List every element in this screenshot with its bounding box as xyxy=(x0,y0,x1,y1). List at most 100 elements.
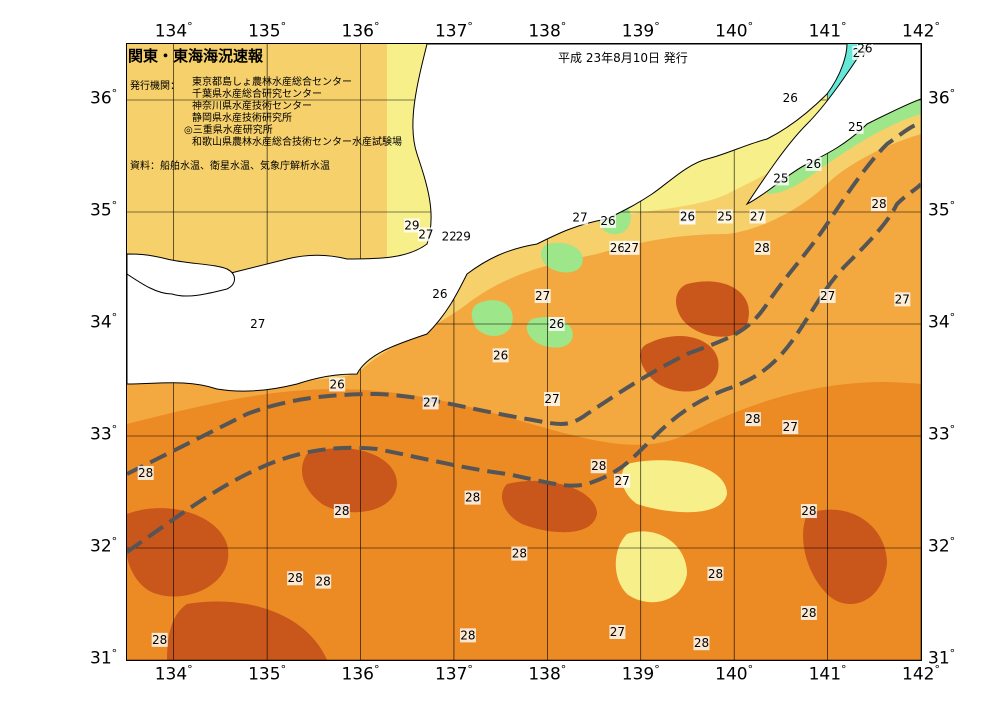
longitude-tick-top: 136° xyxy=(341,20,380,42)
longitude-tick-bottom: 136° xyxy=(341,663,380,685)
isotherm-label: 29 xyxy=(455,229,472,244)
svg-text:28: 28 xyxy=(801,606,816,620)
svg-text:28: 28 xyxy=(465,491,480,505)
isotherm-label: 28 xyxy=(870,197,887,212)
warm-patch-29 xyxy=(302,448,397,513)
longitude-tick-bottom: 134° xyxy=(154,663,193,685)
warm-patch-29 xyxy=(502,480,597,533)
warm-patch-29 xyxy=(127,508,229,597)
svg-text:28: 28 xyxy=(801,504,816,518)
svg-text:26: 26 xyxy=(783,91,798,105)
svg-text:28: 28 xyxy=(871,197,886,211)
isotherm-label: 26 xyxy=(805,156,822,171)
isotherm-label: 27 xyxy=(623,240,640,255)
svg-text:27: 27 xyxy=(624,241,639,255)
map-canvas: 2726252625282726252625272829272229262726… xyxy=(127,44,921,660)
isotherm-label: 25 xyxy=(847,119,864,134)
svg-text:28: 28 xyxy=(460,628,475,642)
isotherm-label: 27 xyxy=(614,473,631,488)
cool-patch-26 xyxy=(471,300,513,336)
svg-text:27: 27 xyxy=(783,420,798,434)
isotherm-label: 28 xyxy=(800,504,817,519)
isotherm-label: 26 xyxy=(609,240,626,255)
isotherm-label: 27 xyxy=(544,392,561,407)
svg-text:26: 26 xyxy=(330,377,345,391)
isotherm-label: 25 xyxy=(716,209,733,224)
svg-text:27: 27 xyxy=(614,474,629,488)
isotherm-label: 26 xyxy=(431,286,448,301)
issuer-item: 和歌山県農林水産総合技術センター水産試験場 xyxy=(192,137,402,148)
isotherm-label: 26 xyxy=(492,348,509,363)
svg-text:26: 26 xyxy=(680,209,695,223)
svg-text:25: 25 xyxy=(848,120,863,134)
isotherm-label: 27 xyxy=(249,317,266,331)
longitude-tick-bottom: 140° xyxy=(715,663,754,685)
isotherm-label: 27 xyxy=(894,292,911,307)
svg-text:26: 26 xyxy=(432,287,447,301)
svg-text:27: 27 xyxy=(750,209,765,223)
isotherm-label: 27 xyxy=(749,209,766,224)
isotherm-label: 28 xyxy=(590,459,607,474)
longitude-tick-top: 137° xyxy=(434,20,473,42)
isotherm-label: 28 xyxy=(333,504,350,519)
isotherm-label: 28 xyxy=(800,605,817,620)
longitude-tick-top: 139° xyxy=(621,20,660,42)
svg-text:27: 27 xyxy=(610,625,625,639)
isotherm-label: 28 xyxy=(315,574,332,589)
isotherm-label: 28 xyxy=(707,566,724,581)
svg-text:25: 25 xyxy=(773,171,788,185)
cool-patch-26 xyxy=(541,242,583,273)
ocean-27-yellow-zone xyxy=(615,531,687,603)
isotherm-label: 26 xyxy=(329,377,346,392)
svg-text:25: 25 xyxy=(717,209,732,223)
issuer-item: ◎三重県水産研究所 xyxy=(184,125,273,136)
isotherm-label: 27 xyxy=(417,227,434,242)
svg-text:27: 27 xyxy=(250,317,265,331)
longitude-tick-top: 141° xyxy=(808,20,847,42)
svg-text:28: 28 xyxy=(152,633,167,647)
svg-text:26: 26 xyxy=(857,44,872,55)
warm-patch-29 xyxy=(675,281,749,337)
latitude-tick-right: 36° xyxy=(928,87,956,109)
longitude-tick-bottom: 141° xyxy=(808,663,847,685)
kuroshio-axis-south xyxy=(127,182,921,554)
issuer-item: 東京都島しょ農林水産総合センター xyxy=(192,77,352,88)
isotherm-label: 27 xyxy=(782,420,799,435)
kuroshio-axis-north xyxy=(127,122,921,476)
longitude-tick-bottom: 135° xyxy=(248,663,287,685)
svg-text:26: 26 xyxy=(610,241,625,255)
svg-text:27: 27 xyxy=(572,211,587,225)
svg-text:27: 27 xyxy=(820,289,835,303)
svg-text:28: 28 xyxy=(512,547,527,561)
longitude-tick-top: 142° xyxy=(902,20,940,42)
isotherm-label: 28 xyxy=(754,240,771,255)
issuer-item: 静岡県水産技術研究所 xyxy=(192,113,292,124)
svg-text:27: 27 xyxy=(895,292,910,306)
longitude-tick-top: 135° xyxy=(248,20,287,42)
svg-text:27: 27 xyxy=(423,395,438,409)
svg-text:28: 28 xyxy=(138,466,153,480)
page-title: 関東・東海海況速報 xyxy=(128,47,264,65)
isotherm-label: 27 xyxy=(422,395,439,410)
latitude-tick-right: 34° xyxy=(928,311,956,333)
data-source: 資料：船舶水温、衛星水温、気象庁解析水温 xyxy=(130,161,330,172)
longitude-tick-top: 134° xyxy=(154,20,193,42)
isotherm-label: 28 xyxy=(464,490,481,505)
latitude-tick-right: 31° xyxy=(928,647,956,669)
svg-text:28: 28 xyxy=(755,241,770,255)
svg-text:28: 28 xyxy=(694,636,709,650)
isotherm-label: 28 xyxy=(137,465,154,480)
latitude-tick-right: 35° xyxy=(928,199,956,221)
isotherm-label: 22 xyxy=(441,229,458,244)
longitude-tick-bottom: 139° xyxy=(621,663,660,685)
svg-text:28: 28 xyxy=(745,412,760,426)
latitude-tick-left: 32° xyxy=(90,535,118,557)
warm-patch-29 xyxy=(803,509,887,604)
svg-text:28: 28 xyxy=(316,575,331,589)
latitude-tick-right: 32° xyxy=(928,535,956,557)
land-kii-peninsula xyxy=(127,44,848,392)
land-shikoku xyxy=(127,253,235,297)
sea-surface-temperature-map: 2726252625282726252625272829272229262726… xyxy=(126,43,922,661)
isotherm-label: 28 xyxy=(459,628,476,643)
